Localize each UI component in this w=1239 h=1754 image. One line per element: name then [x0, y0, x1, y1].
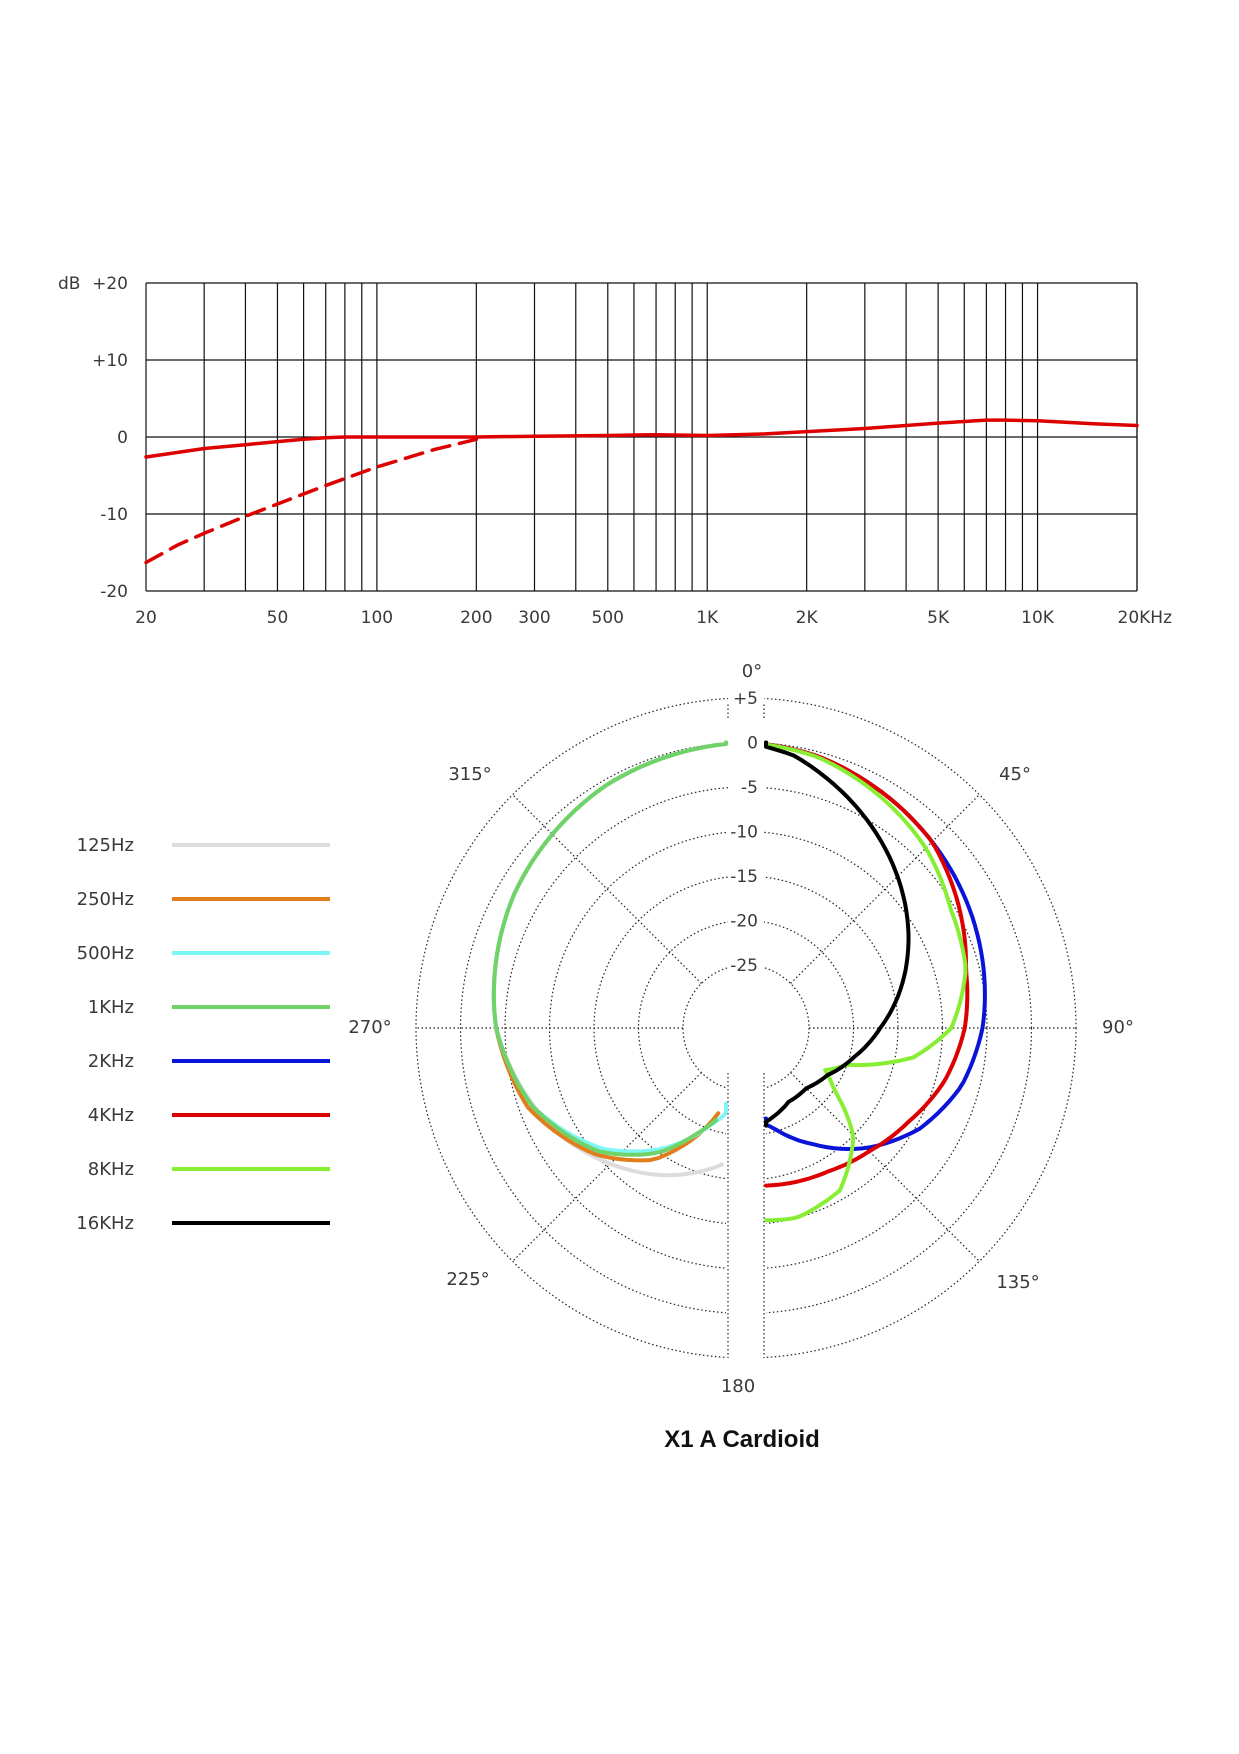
x-tick-label: 5K [927, 608, 950, 628]
polar-spoke [512, 794, 702, 984]
polar-curve-500hz [491, 740, 728, 1154]
polar-curve-16khz [764, 740, 911, 1128]
ring-label: 0 [747, 734, 758, 754]
angle-label: 135° [996, 1272, 1039, 1293]
polar-curve-2khz [764, 740, 987, 1151]
legend-label: 2KHz [88, 1051, 134, 1072]
y-tick-label: -20 [100, 582, 128, 602]
x-tick-label: 500 [592, 608, 624, 628]
polar-curve-4khz [764, 740, 970, 1188]
angle-label: 225° [446, 1269, 489, 1290]
polar-ring [504, 786, 988, 1270]
angle-label: 315° [448, 764, 491, 785]
polar-curve-1khz [491, 740, 728, 1157]
x-tick-label: 1K [696, 608, 719, 628]
polar-spoke [790, 1072, 980, 1262]
legend-label: 1KHz [88, 997, 134, 1018]
response-curve-dashed [144, 437, 479, 565]
polar-spoke [790, 794, 980, 984]
polar-curves [491, 740, 987, 1223]
ring-label: +5 [733, 689, 758, 709]
ring-label: -15 [730, 867, 758, 887]
polar-ring [415, 697, 1077, 1359]
x-tick-label: 200 [460, 608, 492, 628]
y-axis-label: dB [58, 274, 80, 294]
y-tick-label: +10 [92, 351, 128, 371]
x-tick-label: 100 [361, 608, 393, 628]
x-tick-label: 2K [796, 608, 819, 628]
angle-label: 0° [742, 661, 762, 682]
ring-label: -20 [730, 912, 758, 932]
ring-label: -25 [730, 956, 758, 976]
chart-title: X1 A Cardioid [664, 1426, 820, 1453]
x-tick-label: 20KHz [1118, 608, 1173, 628]
polar-legend: 125Hz 250Hz 500Hz 1KHz 2KHz 4KHz 8KHz 16KHz [76, 835, 330, 1234]
response-curve-solid [144, 418, 1139, 459]
angle-label: 90° [1102, 1017, 1134, 1038]
polar-center [684, 966, 808, 1090]
y-tick-label: -10 [100, 505, 128, 525]
polar-grid [415, 692, 1077, 1367]
polar-spoke [512, 1072, 702, 1262]
y-tick-label: +20 [92, 274, 128, 294]
angle-label: 180 [721, 1376, 755, 1397]
legend-label: 250Hz [77, 889, 134, 910]
x-tick-label: 50 [267, 608, 289, 628]
angle-label: 45° [999, 764, 1031, 785]
legend-label: 16KHz [76, 1213, 134, 1234]
ring-label: -10 [730, 823, 758, 843]
polar-pattern-chart: +5 0 -5 -10 -15 -20 -25 0° 45° 90° 135° 180 225° 270°… [348, 661, 1134, 1397]
polar-curve-8khz [764, 740, 968, 1223]
angle-label: 270° [348, 1017, 391, 1038]
legend-label: 4KHz [88, 1105, 134, 1126]
x-tick-label: 10K [1021, 608, 1055, 628]
y-tick-label: 0 [117, 428, 128, 448]
legend-label: 500Hz [77, 943, 134, 964]
x-tick-label: 300 [518, 608, 550, 628]
x-tick-label: 20 [135, 608, 157, 628]
legend-label: 8KHz [88, 1159, 134, 1180]
ring-label: -5 [741, 778, 758, 798]
legend-label: 125Hz [77, 835, 134, 856]
frequency-response-chart: +20 +10 0 -10 -20 dB 20 50 100 200 300 500 1K 2K 5K 10K… [58, 274, 1172, 628]
